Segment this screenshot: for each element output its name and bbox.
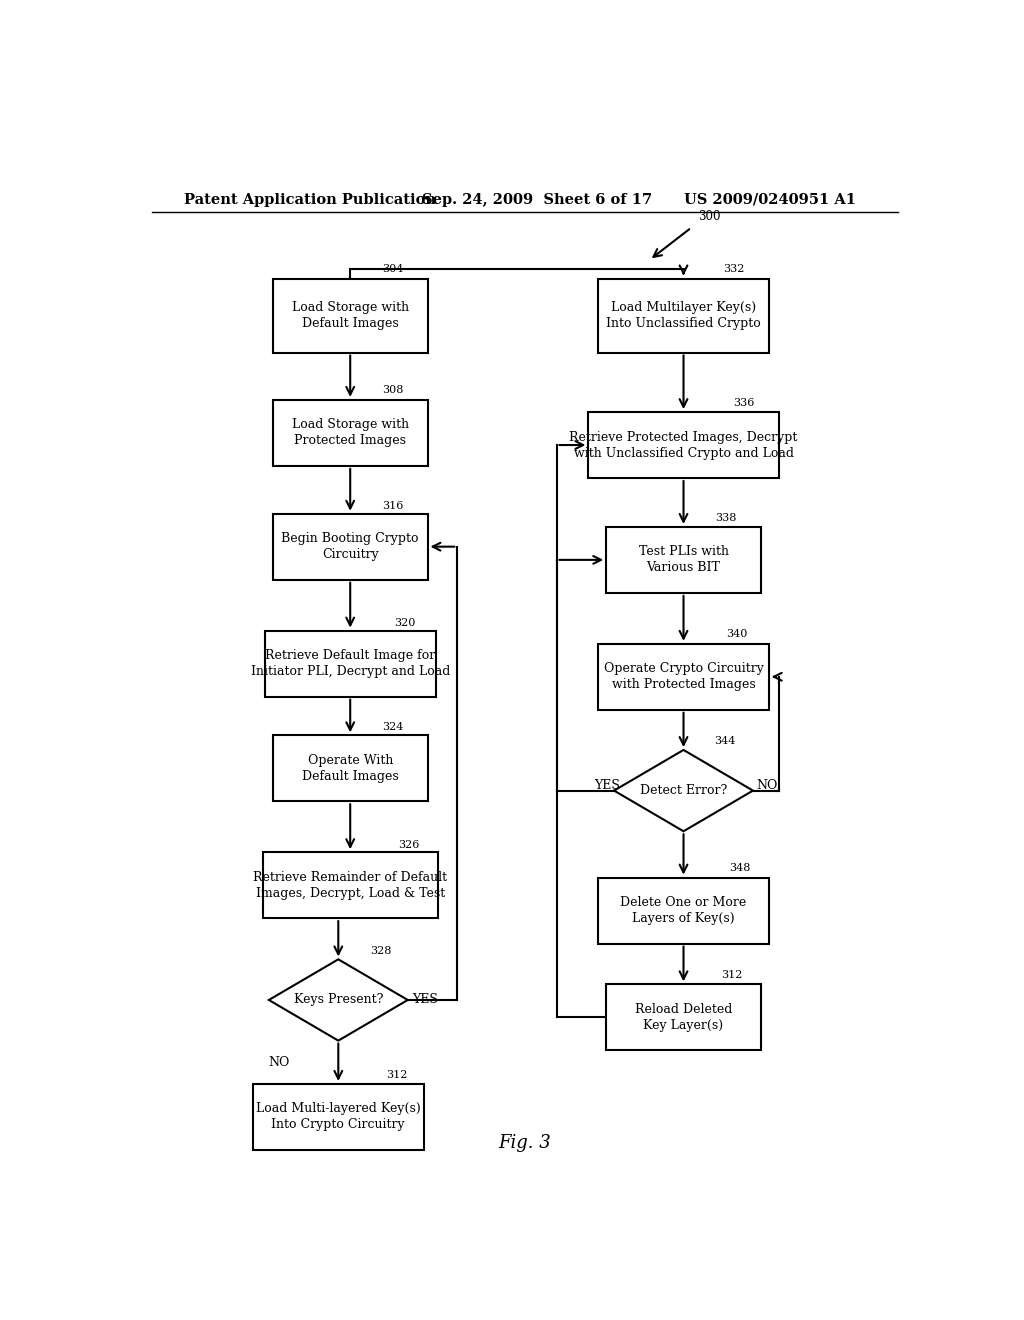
Text: Retrieve Protected Images, Decrypt
with Unclassified Crypto and Load: Retrieve Protected Images, Decrypt with …	[569, 430, 798, 459]
Text: 328: 328	[370, 946, 391, 956]
Bar	[272, 513, 428, 579]
Text: Load Multilayer Key(s)
Into Unclassified Crypto: Load Multilayer Key(s) Into Unclassified…	[606, 301, 761, 330]
Text: Sep. 24, 2009  Sheet 6 of 17: Sep. 24, 2009 Sheet 6 of 17	[422, 193, 651, 207]
Text: YES: YES	[412, 994, 438, 1006]
Bar	[606, 985, 761, 1051]
Text: Fig. 3: Fig. 3	[499, 1134, 551, 1152]
Text: Operate Crypto Circuitry
with Protected Images: Operate Crypto Circuitry with Protected …	[603, 663, 764, 692]
Text: 316: 316	[382, 502, 403, 511]
Text: Operate With
Default Images: Operate With Default Images	[302, 754, 398, 783]
Text: Patent Application Publication: Patent Application Publication	[183, 193, 435, 207]
Text: YES: YES	[594, 779, 620, 792]
Bar	[588, 412, 778, 478]
Text: Retrieve Remainder of Default
Images, Decrypt, Load & Test: Retrieve Remainder of Default Images, De…	[253, 871, 447, 900]
Bar	[272, 280, 428, 352]
Text: NO: NO	[268, 1056, 290, 1069]
Text: 312: 312	[722, 970, 743, 979]
Text: 324: 324	[382, 722, 403, 731]
Text: 340: 340	[726, 630, 748, 639]
Bar	[598, 280, 769, 352]
Text: US 2009/0240951 A1: US 2009/0240951 A1	[684, 193, 855, 207]
Bar	[272, 400, 428, 466]
Text: 338: 338	[715, 513, 736, 523]
Text: 308: 308	[382, 385, 403, 395]
Bar	[598, 644, 769, 710]
Text: 344: 344	[714, 735, 735, 746]
Bar	[265, 631, 435, 697]
Text: 348: 348	[729, 863, 751, 873]
Text: Test PLIs with
Various BIT: Test PLIs with Various BIT	[639, 545, 728, 574]
Text: Detect Error?: Detect Error?	[640, 784, 727, 797]
Text: Retrieve Default Image for
Initiator PLI, Decrypt and Load: Retrieve Default Image for Initiator PLI…	[251, 649, 450, 678]
Text: Keys Present?: Keys Present?	[294, 994, 383, 1006]
Text: 320: 320	[394, 618, 415, 628]
Text: Delete One or More
Layers of Key(s): Delete One or More Layers of Key(s)	[621, 896, 746, 925]
Bar	[253, 1084, 424, 1150]
Text: 326: 326	[397, 840, 419, 850]
Text: Load Storage with
Protected Images: Load Storage with Protected Images	[292, 418, 409, 447]
Text: 312: 312	[386, 1071, 408, 1080]
Text: NO: NO	[757, 779, 778, 792]
Bar	[263, 853, 437, 919]
Bar	[598, 878, 769, 944]
Text: Load Multi-layered Key(s)
Into Crypto Circuitry: Load Multi-layered Key(s) Into Crypto Ci…	[256, 1102, 421, 1131]
Text: Reload Deleted
Key Layer(s): Reload Deleted Key Layer(s)	[635, 1003, 732, 1032]
Text: 332: 332	[723, 264, 744, 275]
Bar	[606, 527, 761, 593]
Text: 304: 304	[382, 264, 403, 275]
Polygon shape	[269, 960, 408, 1040]
Text: Begin Booting Crypto
Circuitry: Begin Booting Crypto Circuitry	[282, 532, 419, 561]
Polygon shape	[614, 750, 753, 832]
Text: Load Storage with
Default Images: Load Storage with Default Images	[292, 301, 409, 330]
Text: 300: 300	[697, 210, 720, 223]
Bar	[272, 735, 428, 801]
Text: 336: 336	[733, 399, 754, 408]
